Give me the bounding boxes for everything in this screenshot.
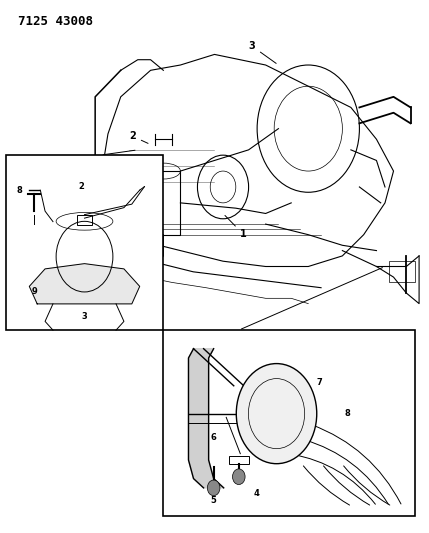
Text: 6: 6 xyxy=(211,433,217,442)
Text: 8: 8 xyxy=(344,409,350,418)
Text: 3: 3 xyxy=(248,41,276,63)
Text: 7125 43008: 7125 43008 xyxy=(18,14,94,28)
Bar xyxy=(229,456,249,464)
Text: 7: 7 xyxy=(317,377,322,386)
Bar xyxy=(146,171,181,235)
Text: 4: 4 xyxy=(254,489,260,498)
Circle shape xyxy=(207,480,220,496)
Text: 9: 9 xyxy=(31,287,37,296)
Bar xyxy=(163,330,415,516)
Bar xyxy=(77,215,92,225)
Bar xyxy=(389,261,415,282)
Polygon shape xyxy=(29,264,140,304)
Bar xyxy=(6,155,163,330)
Circle shape xyxy=(233,469,245,484)
Text: 1: 1 xyxy=(225,215,247,239)
Text: 3: 3 xyxy=(82,312,88,321)
Text: 5: 5 xyxy=(211,496,217,505)
Polygon shape xyxy=(188,349,224,488)
Bar xyxy=(112,155,142,203)
Circle shape xyxy=(236,364,317,464)
Text: 2: 2 xyxy=(129,131,148,143)
Text: 2: 2 xyxy=(79,182,84,191)
Text: 8: 8 xyxy=(17,185,23,195)
